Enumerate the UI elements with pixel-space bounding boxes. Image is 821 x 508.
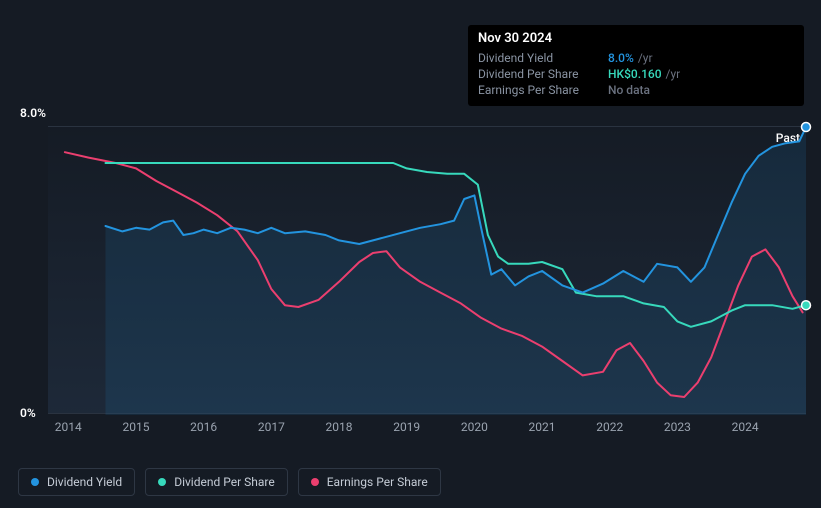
x-tick-label: 2023 — [664, 420, 691, 434]
legend-dot-icon — [311, 478, 319, 486]
x-tick-label: 2024 — [732, 420, 759, 434]
tooltip-value: HK$0.160 — [608, 67, 662, 81]
x-tick-label: 2015 — [122, 420, 149, 434]
tooltip-row: Dividend Yield 8.0%/yr — [478, 50, 794, 66]
legend-dot-icon — [31, 478, 39, 486]
chart-svg — [48, 127, 806, 415]
tooltip-unit: /yr — [662, 67, 681, 81]
x-tick-label: 2018 — [326, 420, 353, 434]
chart-container: 8.0% 0% Past 2014 2015 2016 2017 2018 2019 202… — [18, 108, 808, 448]
legend-item-dividend-per-share[interactable]: Dividend Per Share — [145, 468, 288, 496]
legend-dot-icon — [158, 478, 166, 486]
tooltip-label: Earnings Per Share — [478, 82, 608, 98]
tooltip-value: 8.0% — [608, 51, 634, 65]
tooltip-table: Dividend Yield 8.0%/yr Dividend Per Shar… — [478, 50, 794, 98]
chart-tooltip: Nov 30 2024 Dividend Yield 8.0%/yr Divid… — [468, 25, 804, 106]
legend-label: Dividend Yield — [47, 475, 122, 489]
tooltip-unit — [650, 83, 654, 97]
x-tick-label: 2014 — [55, 420, 82, 434]
x-tick-label: 2022 — [596, 420, 623, 434]
tooltip-value: No data — [608, 83, 650, 97]
x-axis-labels: 2014 2015 2016 2017 2018 2019 2020 2021 2022 2023… — [48, 420, 806, 438]
x-tick-label: 2019 — [393, 420, 420, 434]
y-axis-min-label: 0% — [20, 406, 36, 420]
tooltip-label: Dividend Per Share — [478, 66, 608, 82]
tooltip-row: Dividend Per Share HK$0.160/yr — [478, 66, 794, 82]
x-tick-label: 2021 — [529, 420, 556, 434]
legend-label: Dividend Per Share — [174, 475, 275, 489]
tooltip-unit: /yr — [634, 51, 653, 65]
x-tick-label: 2017 — [258, 420, 285, 434]
legend-item-earnings-per-share[interactable]: Earnings Per Share — [298, 468, 441, 496]
tooltip-date: Nov 30 2024 — [478, 31, 794, 46]
legend-label: Earnings Per Share — [327, 475, 428, 489]
tooltip-row: Earnings Per Share No data — [478, 82, 794, 98]
x-tick-label: 2020 — [461, 420, 488, 434]
plot-area[interactable]: Past — [48, 126, 806, 414]
tooltip-label: Dividend Yield — [478, 50, 608, 66]
legend-item-dividend-yield[interactable]: Dividend Yield — [18, 468, 135, 496]
x-tick-label: 2016 — [190, 420, 217, 434]
legend: Dividend Yield Dividend Per Share Earnin… — [18, 468, 441, 496]
y-axis-max-label: 8.0% — [20, 106, 46, 120]
